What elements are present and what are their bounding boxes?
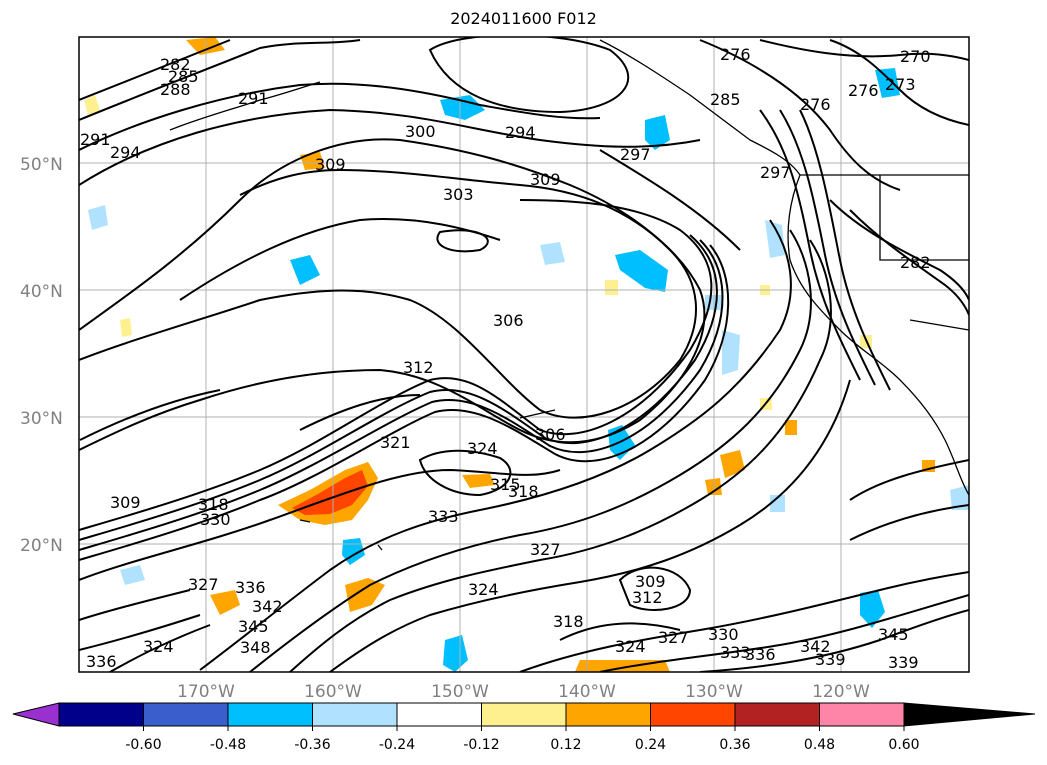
map-area [79,37,969,672]
contour-label: 309 [315,155,346,174]
contour-label: 291 [80,130,111,149]
contour-label: 339 [815,650,846,669]
colorbar [12,702,1036,727]
colorbar-segment [396,702,482,727]
lon-label: 130°W [685,682,743,702]
contour-label: 288 [160,80,191,99]
contour-label: 294 [110,143,141,162]
lon-label: 160°W [304,682,362,702]
lon-label: 140°W [558,682,616,702]
contour-label: 309 [110,493,141,512]
lat-label: 20°N [20,536,63,556]
contour-label: 333 [428,507,459,526]
contour-label: 336 [745,645,776,664]
colorbar-tick-label: -0.60 [125,737,161,753]
contour-label: 345 [878,625,909,644]
colorbar-segment [481,702,567,727]
colorbar-segment [143,702,229,727]
map-frame [78,36,970,673]
contour-label: 327 [530,540,561,559]
contour-label: 297 [760,163,791,182]
map-title: 2024011600 F012 [450,9,597,28]
contour-label: 321 [380,433,411,452]
colorbar-tick-label: 0.60 [888,737,919,753]
contour-label: 285 [710,90,741,109]
contour-label: 345 [238,617,269,636]
contour-label: 273 [885,75,916,94]
contour-label: 303 [443,185,474,204]
contour-label: 309 [530,170,561,189]
lon-label: 150°W [431,682,489,702]
colorbar-tick-label: 0.48 [804,737,835,753]
lat-label: 30°N [20,409,63,429]
height-contours [79,37,969,672]
colorbar-min-extend [12,702,60,727]
colorbar-max-extend [903,702,1036,727]
contour-label: 324 [468,580,499,599]
colorbar-segment [312,702,398,727]
contour-label: 276 [800,95,831,114]
contour-label: 282 [160,55,191,74]
contour-label: 318 [553,612,584,631]
colorbar-segment [58,702,144,727]
colorbar-segment [650,702,736,727]
colorbar-tick-label: 0.24 [635,737,666,753]
contour-label: 324 [615,637,646,656]
colorbar-segment [227,702,313,727]
lat-label: 50°N [20,155,63,175]
contour-label: 327 [658,628,689,647]
contour-label: 327 [188,575,219,594]
contour-label: 339 [888,653,919,672]
contour-label: 318 [198,495,229,514]
contour-label: 276 [848,81,879,100]
contour-label: 330 [708,625,739,644]
colorbar-segment [819,702,905,727]
contour-label: 348 [240,638,271,657]
colorbar-ticks [143,726,905,731]
contour-label: 333 [720,643,751,662]
colorbar-segment [565,702,651,727]
colorbar-segment [734,702,820,727]
contour-label: 276 [720,45,751,64]
contour-label: 282 [900,253,931,272]
colorbar-tick-label: -0.36 [294,737,330,753]
lon-label: 120°W [812,682,870,702]
colorbar-tick-label: -0.12 [463,737,499,753]
shading-patches [84,37,969,672]
contour-label: 297 [620,145,651,164]
contour-label: 342 [800,637,831,656]
colorbar-tick-label: 0.36 [719,737,750,753]
contour-label: 309 [635,572,666,591]
colorbar-tick-label: 0.12 [550,737,581,753]
contour-label: 336 [86,652,117,671]
contour-label: 306 [535,425,566,444]
contour-label: 315 [490,475,521,494]
contour-label: 312 [403,358,434,377]
contour-label: 330 [200,510,231,529]
coastlines [169,39,969,551]
contour-labels: 282 285 288 291 291 294 300 294 297 309 … [80,45,931,672]
contour-label: 324 [467,439,498,458]
contour-label: 294 [505,123,536,142]
contour-label: 342 [252,597,283,616]
lon-label: 170°W [177,682,235,702]
contour-label: 285 [168,67,199,86]
contour-label: 291 [238,89,269,108]
colorbar-tick-label: -0.24 [379,737,415,753]
lat-label: 40°N [20,282,63,302]
contour-label: 306 [493,311,524,330]
colorbar-tick-label: -0.48 [210,737,246,753]
contour-label: 324 [143,637,174,656]
contour-label: 336 [235,578,266,597]
contour-label: 270 [900,47,931,66]
contour-label: 318 [508,482,539,501]
contour-label: 300 [405,122,436,141]
contour-label: 312 [632,588,663,607]
